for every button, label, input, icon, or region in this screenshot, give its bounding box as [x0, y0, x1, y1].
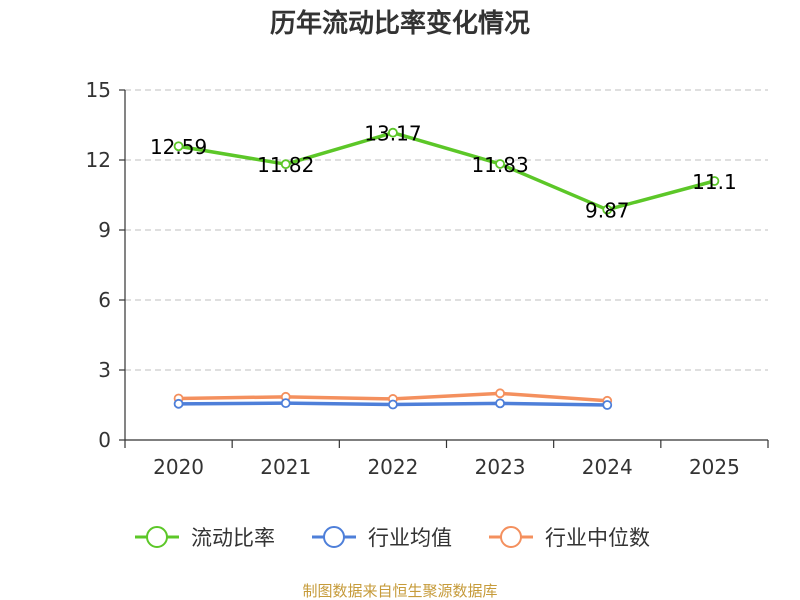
y-tick-label: 6: [98, 288, 111, 312]
series-line: [178, 130, 715, 212]
data-point: [495, 388, 505, 399]
x-tick-label: 2025: [689, 455, 740, 479]
data-point: [602, 204, 613, 215]
legend-item[interactable]: 行业中位数: [489, 526, 650, 550]
data-label: 9.87: [585, 199, 630, 223]
data-point: [602, 400, 613, 410]
y-tick-label: 3: [98, 358, 111, 382]
x-tick-label: 2020: [153, 455, 204, 479]
legend-label: 行业中位数: [545, 526, 650, 550]
chart-title: 历年流动比率变化情况: [270, 8, 530, 39]
legend-label: 行业均值: [368, 526, 452, 550]
data-label: 13.17: [364, 122, 421, 146]
axes: 0 3 6 9 12 15 2020 2021 2022 2023 2024 2025: [86, 78, 769, 479]
legend-marker: [500, 526, 522, 548]
x-tick-label: 2021: [260, 455, 311, 479]
data-point: [709, 176, 720, 186]
data-point: [173, 398, 184, 409]
legend-marker: [146, 526, 168, 548]
data-point: [388, 399, 398, 410]
legend: 流动比率 行业均值 行业中位数: [135, 526, 650, 550]
data-point: [388, 127, 398, 138]
y-tick-label: 9: [98, 218, 111, 242]
y-tick-label: 0: [98, 428, 111, 452]
legend-item[interactable]: 流动比率: [135, 526, 275, 550]
data-label: 12.59: [150, 135, 207, 159]
data-labels: 12.59 11.82 13.17 11.83 9.87 11.1: [150, 122, 737, 223]
data-point: [280, 159, 291, 170]
x-tick-label: 2022: [367, 455, 418, 479]
source-note: 制图数据来自恒生聚源数据库: [302, 582, 497, 600]
data-label: 11.83: [471, 153, 528, 177]
x-tick-label: 2024: [582, 455, 633, 479]
y-tick-label: 15: [86, 78, 111, 102]
data-label: 11.1: [692, 170, 737, 194]
y-tick-label: 12: [86, 148, 111, 172]
data-point: [280, 398, 291, 409]
data-point: [495, 398, 505, 409]
data-label: 11.82: [257, 153, 314, 177]
data-point: [495, 159, 505, 169]
series-group: [173, 127, 720, 410]
legend-item[interactable]: 行业均值: [312, 526, 452, 550]
legend-label: 流动比率: [191, 526, 275, 550]
gridlines: [125, 89, 768, 371]
data-point: [173, 141, 184, 152]
legend-marker: [323, 526, 345, 548]
x-tick-label: 2023: [475, 455, 526, 479]
